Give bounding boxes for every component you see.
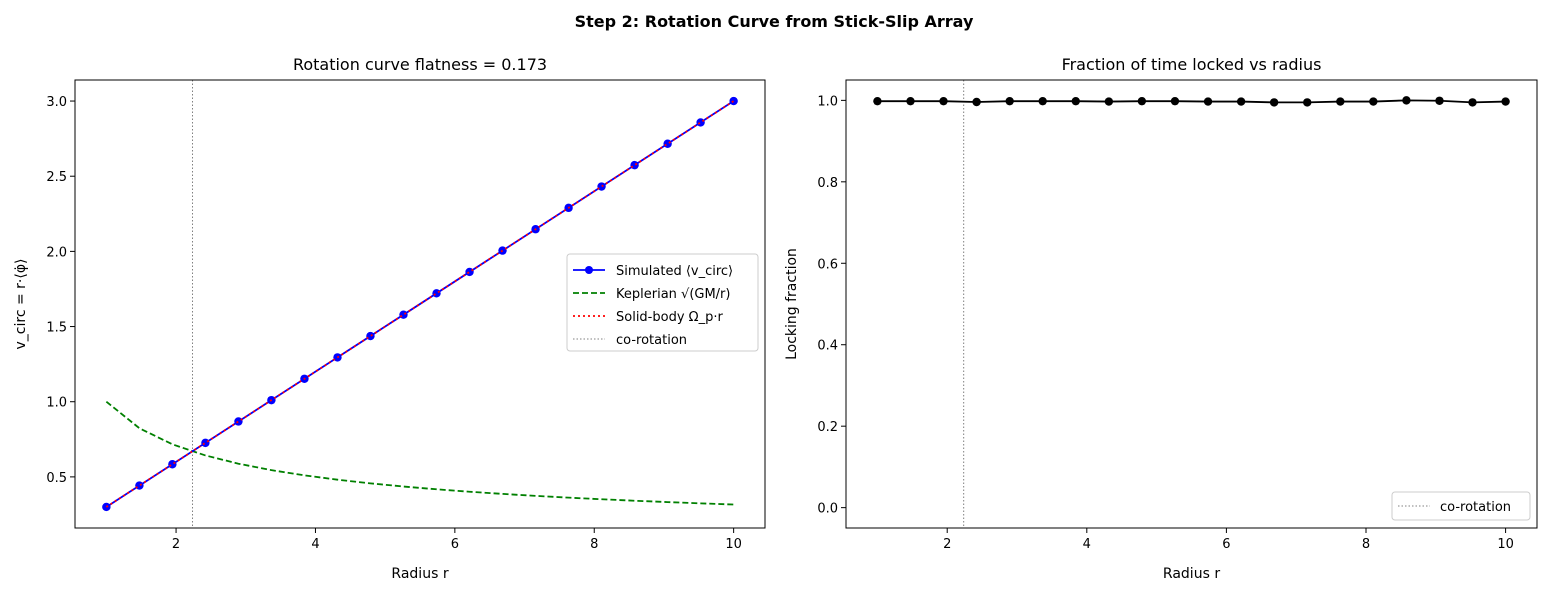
x-tick-label: 4	[311, 537, 319, 552]
y-tick-label: 1.0	[817, 94, 838, 109]
locking-point	[1336, 97, 1345, 106]
legend-box	[566, 253, 759, 352]
y-tick-label: 0.4	[817, 339, 838, 354]
locking-point	[1203, 97, 1213, 106]
y-tick-label: 3.0	[46, 95, 67, 110]
locking-point	[1435, 96, 1444, 105]
simulated-point	[663, 139, 672, 148]
legend-marker	[585, 266, 593, 274]
simulated-line	[105, 100, 735, 508]
locking-point	[1104, 97, 1114, 106]
locking-point	[1137, 96, 1147, 106]
legend-box	[1391, 491, 1531, 521]
axes-frame	[74, 79, 766, 529]
y-tick-label: 0.8	[817, 176, 838, 191]
figure-title: Step 2: Rotation Curve from Stick-Slip A…	[575, 12, 974, 31]
simulated-point	[432, 289, 441, 298]
locking-point	[873, 96, 882, 106]
x-tick-label: 8	[1362, 537, 1370, 552]
x-axis-label: Radius r	[1163, 566, 1220, 582]
locking-point	[1468, 98, 1477, 107]
legend: Simulated ⟨v_circ⟩ Keplerian √(GM/r) Solid…	[566, 253, 759, 352]
y-axis-label: v_circ = r·⟨φ̇⟩	[13, 258, 29, 349]
x-tick-label: 6	[1222, 537, 1230, 552]
locking-point	[939, 96, 948, 106]
locking-point	[1269, 98, 1279, 107]
simulated-point	[168, 460, 177, 469]
x-tick-label: 10	[725, 537, 742, 552]
legend-label: Keplerian √(GM/r)	[616, 287, 730, 302]
x-tick-label: 2	[943, 537, 951, 552]
simulated-point	[399, 310, 408, 319]
x-tick-label: 6	[451, 537, 459, 552]
chart-title: Rotation curve flatness = 0.173	[293, 55, 547, 74]
legend-label: co-rotation	[1440, 500, 1511, 515]
locking-point	[1402, 96, 1411, 105]
y-tick-label: 2.0	[46, 245, 67, 260]
legend-label: Simulated ⟨v_circ⟩	[616, 264, 733, 279]
chart-2: Fraction of time locked vs radius 2 4 6 8 10 0…	[784, 55, 1538, 582]
locking-point	[1170, 96, 1180, 106]
locking-point	[1501, 97, 1510, 106]
locking-point	[1303, 98, 1312, 107]
locking-line	[877, 99, 1506, 104]
y-tick-label: 0.5	[46, 471, 67, 486]
y-tick-label: 0.2	[817, 420, 838, 435]
simulated-point	[201, 438, 210, 448]
locking-point	[906, 96, 915, 106]
y-tick-label: 1.0	[46, 396, 67, 411]
x-tick-label: 2	[172, 537, 180, 552]
legend-label: co-rotation	[616, 333, 687, 348]
locking-point	[1038, 96, 1047, 106]
locking-point	[1369, 97, 1378, 106]
x-tick-label: 4	[1083, 537, 1091, 552]
legend-label: Solid-body Ω_p·r	[616, 310, 723, 325]
x-tick-label: 10	[1497, 537, 1514, 552]
y-tick-label: 2.5	[46, 170, 67, 185]
locking-point	[1236, 97, 1246, 106]
simulated-point	[729, 96, 738, 106]
x-axis-label: Radius r	[391, 566, 448, 582]
keplerian-line	[105, 401, 734, 506]
locking-point	[972, 97, 981, 107]
y-axis-label: Locking fraction	[784, 248, 800, 360]
chart-title: Fraction of time locked vs radius	[1062, 55, 1322, 74]
y-tick-label: 0.6	[817, 257, 838, 272]
axes-frame	[845, 79, 1538, 529]
y-tick-label: 1.5	[46, 321, 67, 336]
locking-point	[1005, 96, 1014, 106]
legend: co-rotation	[1391, 491, 1531, 521]
y-tick-label: 0.0	[817, 502, 838, 517]
x-tick-label: 8	[590, 537, 598, 552]
locking-point	[1071, 96, 1080, 106]
chart-1: Rotation curve flatness = 0.173 2 4 6 8 10 0.5…	[13, 55, 766, 582]
